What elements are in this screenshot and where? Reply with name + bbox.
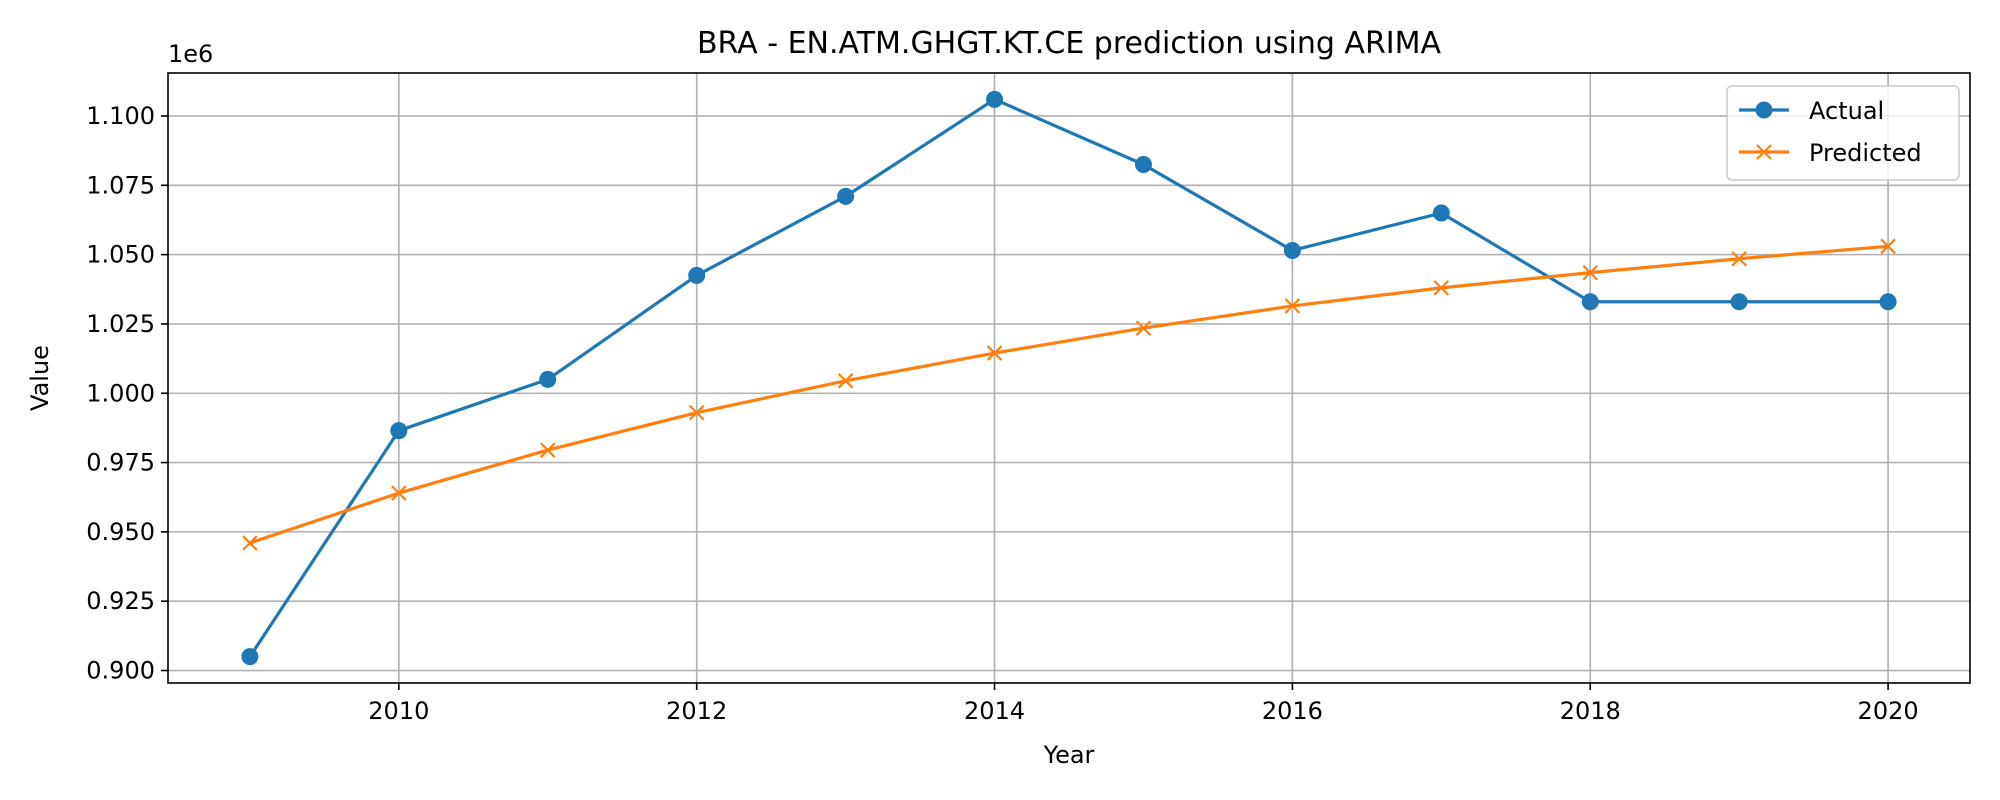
predicted-point <box>1433 280 1450 296</box>
y-tick-label: 0.950 <box>86 518 155 546</box>
y-axis-offset-label: 1e6 <box>168 40 213 68</box>
y-tick-label: 1.075 <box>86 171 155 199</box>
predicted-point <box>1880 238 1896 255</box>
plot-frame <box>167 72 1971 684</box>
actual-point <box>390 422 408 440</box>
x-tick-label: 2012 <box>666 697 727 725</box>
x-axis-label: Year <box>1043 741 1095 769</box>
y-tick-label: 0.975 <box>86 449 155 477</box>
predicted-point <box>837 372 854 389</box>
y-tick-label: 1.100 <box>86 102 155 130</box>
axis-ticks: 2010 2012 2014 2016 2018 2020 0.900 0.925 0.950 0… <box>86 102 1918 725</box>
predicted-point <box>986 345 1003 361</box>
predicted-point <box>391 485 407 501</box>
actual-point <box>986 90 1004 108</box>
x-tick-label: 2018 <box>1560 697 1621 725</box>
x-tick-label: 2014 <box>964 697 1025 725</box>
predicted-point <box>1582 264 1599 281</box>
actual-point <box>1134 156 1152 173</box>
predicted-line <box>249 244 1889 545</box>
grid <box>168 73 1970 683</box>
legend-predicted-label: Predicted <box>1809 139 1922 167</box>
series-layer <box>241 90 1897 666</box>
y-tick-label: 1.025 <box>86 310 155 338</box>
y-axis-label: Value <box>26 345 54 411</box>
actual-point <box>1730 293 1748 311</box>
legend: Actual Predicted <box>1726 85 1960 181</box>
predicted-point <box>1731 250 1747 267</box>
predicted-point <box>1284 298 1301 314</box>
actual-point <box>1879 293 1897 311</box>
predicted-point <box>1135 320 1152 336</box>
y-tick-label: 1.050 <box>86 241 155 269</box>
predicted-point <box>242 535 258 551</box>
legend-actual-label: Actual <box>1809 97 1884 125</box>
actual-point <box>539 370 557 388</box>
x-tick-label: 2010 <box>368 697 429 725</box>
legend-predicted-marker <box>1756 144 1772 160</box>
actual-point <box>1283 241 1301 259</box>
y-tick-label: 0.900 <box>86 657 155 685</box>
actual-point <box>688 266 706 284</box>
y-tick-label: 1.000 <box>86 379 155 407</box>
series-actual <box>241 90 1897 666</box>
actual-point <box>1581 293 1599 311</box>
x-tick-label: 2020 <box>1858 697 1919 725</box>
actual-point <box>837 187 855 205</box>
series-predicted <box>242 238 1896 551</box>
predicted-point <box>539 442 556 458</box>
predicted-point <box>688 404 705 421</box>
actual-line <box>248 97 1889 658</box>
actual-point <box>241 648 259 666</box>
legend-actual-marker <box>1755 101 1773 119</box>
chart-title: BRA - EN.ATM.GHGT.KT.CE prediction using… <box>697 26 1442 61</box>
x-tick-label: 2016 <box>1262 697 1323 725</box>
y-tick-label: 0.925 <box>86 587 155 615</box>
actual-point <box>1432 204 1450 222</box>
